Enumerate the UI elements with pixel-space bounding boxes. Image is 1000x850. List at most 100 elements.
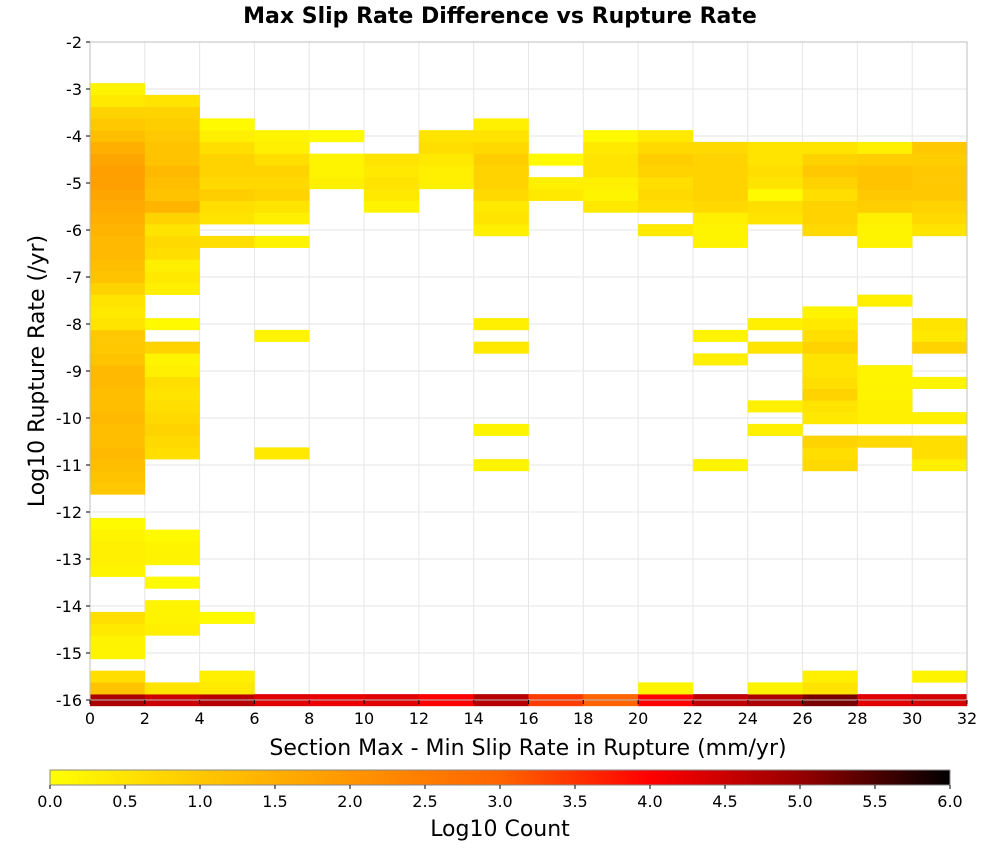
heatmap-cell xyxy=(90,83,146,96)
heatmap-cell xyxy=(254,188,310,201)
heatmap-cell xyxy=(254,153,310,166)
heatmap-cell xyxy=(90,423,146,436)
heatmap-cell xyxy=(90,529,146,542)
heatmap-cell xyxy=(473,141,529,154)
heatmap-cell xyxy=(90,271,146,284)
heatmap-cell xyxy=(90,235,146,248)
x-tick-label: 26 xyxy=(792,709,812,728)
x-tick-label: 20 xyxy=(628,709,648,728)
y-tick-label: -16 xyxy=(56,691,82,710)
heatmap-cell xyxy=(692,165,749,178)
heatmap-cell xyxy=(364,177,420,190)
heatmap-cell xyxy=(802,365,858,378)
heatmap-cell xyxy=(90,318,146,331)
heatmap-cell xyxy=(144,623,200,636)
heatmap-cell xyxy=(199,200,255,213)
heatmap-cell xyxy=(144,529,200,542)
heatmap-cell xyxy=(802,388,858,401)
heatmap-cell xyxy=(144,94,200,107)
heatmap-cell xyxy=(199,153,255,166)
heatmap-cell xyxy=(692,188,749,201)
heatmap-cell xyxy=(144,365,200,378)
y-tick-label: -11 xyxy=(56,456,82,475)
colorbar-tick-label: 2.0 xyxy=(337,792,362,811)
heatmap-cell xyxy=(583,141,639,154)
x-tick-label: 6 xyxy=(249,709,259,728)
heatmap-cell xyxy=(254,200,310,213)
x-tick-label: 22 xyxy=(683,709,703,728)
heatmap-cell xyxy=(747,212,803,225)
heatmap-cell xyxy=(692,224,749,237)
heatmap-cell xyxy=(144,235,200,248)
heatmap-cell xyxy=(912,224,968,237)
heatmap-cell xyxy=(692,329,749,342)
heatmap-cell xyxy=(583,177,639,190)
heatmap-cell xyxy=(857,376,913,389)
heatmap-cell xyxy=(802,188,858,201)
colorbar-tick-label: 5.0 xyxy=(787,792,812,811)
heatmap-cell xyxy=(90,153,146,166)
y-tick-label: -5 xyxy=(66,174,82,193)
heatmap-cell xyxy=(802,177,858,190)
heatmap-cell xyxy=(473,224,529,237)
heatmap-cell xyxy=(90,517,146,530)
heatmap-cell xyxy=(802,329,858,342)
colorbar-tick-label: 4.0 xyxy=(637,792,662,811)
heatmap-cell xyxy=(857,188,913,201)
heatmap-cell xyxy=(90,106,146,119)
y-tick-label: -9 xyxy=(66,362,82,381)
heatmap-cell xyxy=(747,400,803,413)
heatmap-cell xyxy=(473,341,529,354)
heatmap-cell xyxy=(90,306,146,319)
heatmap-cell xyxy=(747,318,803,331)
heatmap-cell xyxy=(857,200,913,213)
x-tick-label: 30 xyxy=(902,709,922,728)
heatmap-cell xyxy=(90,282,146,295)
y-tick-label: -2 xyxy=(66,33,82,52)
y-tick-label: -12 xyxy=(56,503,82,522)
heatmap-cell xyxy=(857,294,913,307)
heatmap-cell xyxy=(638,224,694,237)
heatmap-cell xyxy=(638,200,694,213)
heatmap-cell xyxy=(144,341,200,354)
heatmap-cell xyxy=(802,435,858,448)
colorbar-tick-label: 0.0 xyxy=(37,792,62,811)
heatmap-cell xyxy=(473,459,529,472)
heatmap-cell xyxy=(638,130,694,143)
y-tick-label: -13 xyxy=(56,550,82,569)
heatmap-cell xyxy=(90,341,146,354)
colorbar-tick-label: 2.5 xyxy=(412,792,437,811)
x-axis-label: Section Max - Min Slip Rate in Rupture (… xyxy=(269,736,786,761)
y-tick-label: -14 xyxy=(56,597,82,616)
heatmap-cell xyxy=(199,682,255,695)
heatmap-cell xyxy=(473,212,529,225)
heatmap-cell xyxy=(90,118,146,131)
heatmap-cell xyxy=(90,94,146,107)
heatmap-cell xyxy=(802,341,858,354)
heatmap-cell xyxy=(254,329,310,342)
heatmap-cell xyxy=(90,482,146,495)
heatmap-cell xyxy=(747,177,803,190)
heatmap-cell xyxy=(144,224,200,237)
x-tick-label: 32 xyxy=(957,709,977,728)
heatmap-cell xyxy=(144,423,200,436)
heatmap-cell xyxy=(692,235,749,248)
heatmap-cell xyxy=(912,141,968,154)
x-axis-ticks: 0 2 4 6 8 10 12 14 16 18 20 22 24 26 28 30 32 xyxy=(85,700,977,728)
heatmap-cell xyxy=(802,224,858,237)
x-tick-label: 8 xyxy=(304,709,314,728)
heatmap-cell xyxy=(90,165,146,178)
heatmap-cell xyxy=(802,400,858,413)
heatmap-cell xyxy=(144,165,200,178)
heatmap-cell xyxy=(473,165,529,178)
heatmap-cell xyxy=(144,682,200,695)
heatmap-cell xyxy=(144,141,200,154)
heatmap-cell xyxy=(912,670,968,683)
heatmap-cell xyxy=(912,376,968,389)
heatmap-cell xyxy=(144,412,200,425)
heatmap-cell xyxy=(90,130,146,143)
colorbar xyxy=(49,769,951,786)
heatmap-cell xyxy=(857,224,913,237)
heatmap-cell xyxy=(90,259,146,272)
